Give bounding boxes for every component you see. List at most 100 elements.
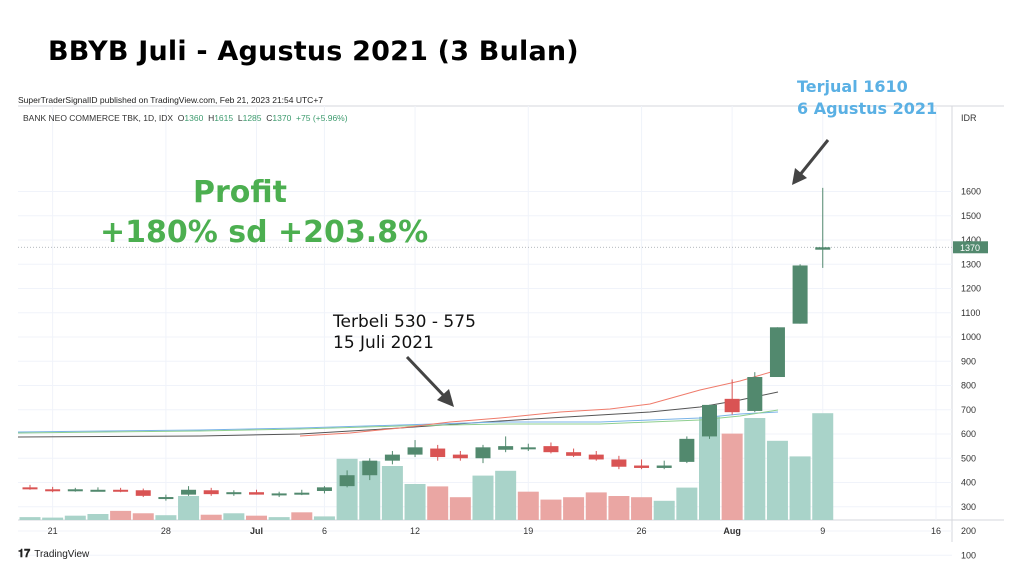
ma-line-red xyxy=(299,369,779,437)
candle-body xyxy=(181,489,197,495)
price-tick-label: 200 xyxy=(961,526,976,536)
price-tick-label: 100 xyxy=(961,550,976,560)
volume-bar xyxy=(87,514,109,520)
time-axis[interactable]: 21 28 Jul 6 12 19 26 Aug 9 16 xyxy=(48,526,941,536)
candle-body xyxy=(316,487,332,491)
profit-title: Profit xyxy=(193,175,287,210)
high-value: 1615 xyxy=(214,113,234,123)
profit-range: +180% sd +203.8% xyxy=(100,215,429,250)
volume-bar xyxy=(246,515,267,520)
buy-annotation-line2: 15 Juli 2021 xyxy=(333,333,434,353)
candle-body xyxy=(724,398,740,413)
ohlc-legend: BANK NEO COMMERCE TBK, 1D, IDX O1360 H16… xyxy=(23,113,348,123)
buy-annotation-line1: Terbeli 530 - 575 xyxy=(333,312,476,332)
price-tick-label: 1600 xyxy=(961,187,981,197)
candle-body xyxy=(294,492,310,495)
volume-bar xyxy=(631,497,653,520)
candle-body xyxy=(384,454,400,461)
price-tick-label: 1000 xyxy=(961,332,981,342)
candle-body xyxy=(656,465,672,468)
candle-body xyxy=(815,247,831,250)
volume-bar xyxy=(404,484,426,520)
time-tick-label: 9 xyxy=(820,526,825,536)
change-value: +75 (+5.96%) xyxy=(296,113,348,123)
time-tick-label: 21 xyxy=(48,526,58,536)
candle-body xyxy=(158,497,174,500)
price-tick-label: 300 xyxy=(961,502,976,512)
candle-body xyxy=(769,327,785,378)
moving-averages xyxy=(17,369,779,438)
volume-bar xyxy=(427,486,449,520)
close-label: C xyxy=(266,113,273,123)
volume-bar xyxy=(744,418,766,520)
time-tick-label: 12 xyxy=(410,526,420,536)
price-tick-label: 1100 xyxy=(961,308,980,318)
volume-bar xyxy=(495,470,517,520)
volume-bar xyxy=(699,416,720,520)
price-tick-label: 1500 xyxy=(961,211,981,221)
ma-line-dark xyxy=(17,391,779,438)
volume-bar xyxy=(585,492,607,520)
close-value: 1370 xyxy=(272,113,292,123)
ma-line-blue xyxy=(17,411,779,433)
volume-bar xyxy=(268,517,290,520)
tradingview-logo[interactable]: 𝟏𝟕 TradingView xyxy=(18,548,89,561)
candles xyxy=(22,187,831,501)
candle-body xyxy=(566,452,582,456)
time-tick-label: 26 xyxy=(637,526,647,536)
slide-title: BBYB Juli - Agustus 2021 (3 Bulan) xyxy=(48,36,579,67)
ma-line-green xyxy=(17,409,779,434)
volume-bar xyxy=(313,516,335,520)
buy-arrow-head xyxy=(437,389,454,407)
candle-body xyxy=(611,459,627,467)
time-tick-label: 6 xyxy=(322,526,327,536)
candle-body xyxy=(362,460,378,476)
open-label: O xyxy=(177,113,185,123)
candle-body xyxy=(90,489,106,492)
last-price-badge xyxy=(953,241,988,254)
price-tick-label: 500 xyxy=(961,453,976,463)
candle-body xyxy=(679,438,695,462)
candle-body xyxy=(792,265,808,324)
candle-body xyxy=(113,489,129,492)
volume-bar xyxy=(19,517,41,520)
low-label: L xyxy=(237,113,243,123)
symbol-label: BANK NEO COMMERCE TBK, 1D, IDX xyxy=(23,113,174,123)
volume-bar xyxy=(608,496,630,520)
candle-body xyxy=(22,487,38,490)
volume-bar xyxy=(563,497,585,520)
sell-annotation: Terjual 1610 6 Agustus 2021 xyxy=(797,76,937,120)
high-label: H xyxy=(208,113,215,123)
volume-bar xyxy=(766,440,788,520)
volume-bar xyxy=(178,496,200,520)
candle-body xyxy=(498,446,514,450)
volume-bar xyxy=(381,466,403,520)
sell-annotation-line1: Terjual 1610 xyxy=(797,77,908,96)
volume-bar xyxy=(155,515,177,520)
candle-body xyxy=(226,492,242,495)
candle-body xyxy=(45,489,61,492)
price-axis[interactable]: 100 200 300 400 500 600 700 800 900 1000 1100 1200 1… xyxy=(953,113,988,560)
buy-annotation: Terbeli 530 - 575 15 Juli 2021 xyxy=(333,312,476,354)
volume-bar xyxy=(200,514,222,520)
candle-body xyxy=(475,447,491,459)
price-tick-label: 900 xyxy=(961,356,976,366)
low-value: 1285 xyxy=(242,113,262,123)
price-tick-label: 1300 xyxy=(961,259,981,269)
volume-bar xyxy=(64,515,86,520)
time-tick-label: 19 xyxy=(523,526,533,536)
price-tick-label: 1200 xyxy=(961,284,981,294)
candle-body xyxy=(634,465,650,468)
candle-body xyxy=(747,377,763,411)
sell-annotation-line2: 6 Agustus 2021 xyxy=(797,99,938,118)
volume-bars xyxy=(19,413,834,520)
volume-bar xyxy=(789,456,811,520)
annotation-arrows xyxy=(405,139,830,407)
candle-body xyxy=(543,446,559,453)
sell-arrow-line xyxy=(797,139,830,177)
price-unit-label: IDR xyxy=(961,113,977,123)
price-tick-label: 1400 xyxy=(961,235,981,245)
volume-bar xyxy=(336,458,358,520)
time-tick-label: Aug xyxy=(723,526,741,536)
